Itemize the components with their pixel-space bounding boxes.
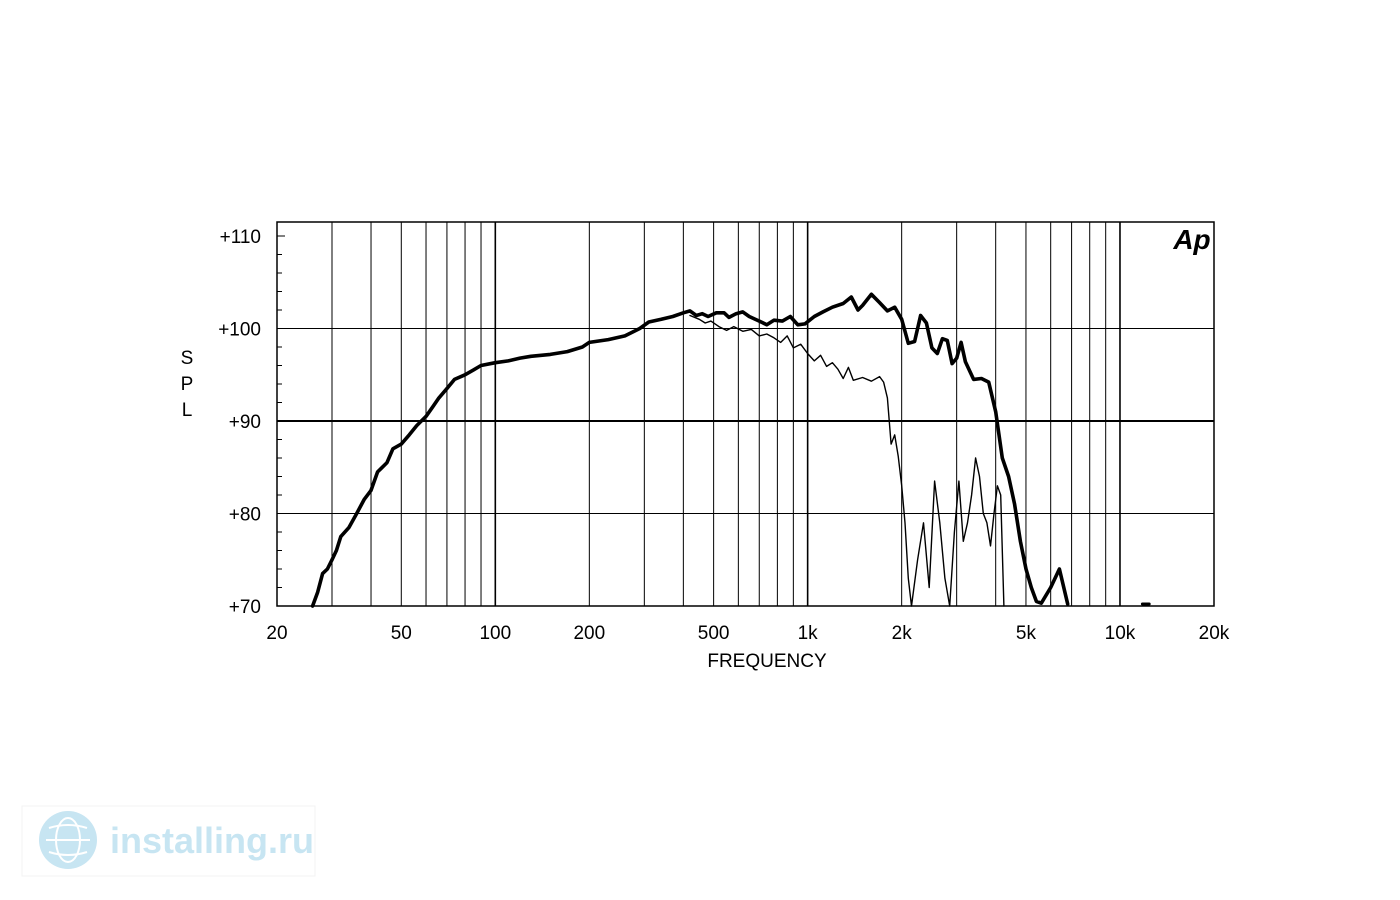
globe-icon — [39, 811, 97, 869]
x-tick-label: 50 — [391, 623, 412, 644]
x-tick-label: 20k — [1199, 623, 1230, 644]
plot-frame — [276, 221, 1215, 607]
watermark: installing.ru — [21, 805, 316, 877]
y-axis-title-letter: P — [181, 374, 194, 395]
y-axis-ticks: +70 +80 +90 +100 +110 — [218, 227, 285, 618]
y-tick-label: +80 — [229, 505, 261, 526]
y-tick-label: +100 — [218, 320, 261, 341]
y-axis-title: SPL — [181, 348, 194, 421]
x-tick-label: 1k — [798, 623, 819, 644]
y-tick-label: +110 — [220, 227, 261, 248]
x-tick-label: 200 — [573, 623, 605, 644]
x-tick-label: 2k — [892, 623, 913, 644]
x-tick-label: 5k — [1016, 623, 1037, 644]
ap-logo: Ap — [1172, 224, 1210, 255]
x-tick-label: 20 — [266, 623, 287, 644]
series-line-thin — [689, 314, 1005, 607]
y-axis-title-letter: L — [182, 400, 193, 421]
y-axis-title-letter: S — [181, 348, 194, 369]
series-line-thick — [310, 292, 1070, 608]
y-tick-label: +90 — [229, 412, 261, 433]
grid-lines — [277, 222, 1214, 606]
watermark-text: installing.ru — [110, 820, 314, 861]
x-tick-label: 10k — [1105, 623, 1136, 644]
series-layer — [310, 292, 1151, 608]
x-tick-label: 100 — [479, 623, 511, 644]
y-tick-label: +70 — [229, 597, 261, 618]
x-axis-ticks: 20 50 100 200 500 1k 2k 5k 10k 20k — [266, 623, 1229, 644]
x-tick-label: 500 — [698, 623, 730, 644]
x-axis-title: FREQUENCY — [707, 651, 827, 672]
